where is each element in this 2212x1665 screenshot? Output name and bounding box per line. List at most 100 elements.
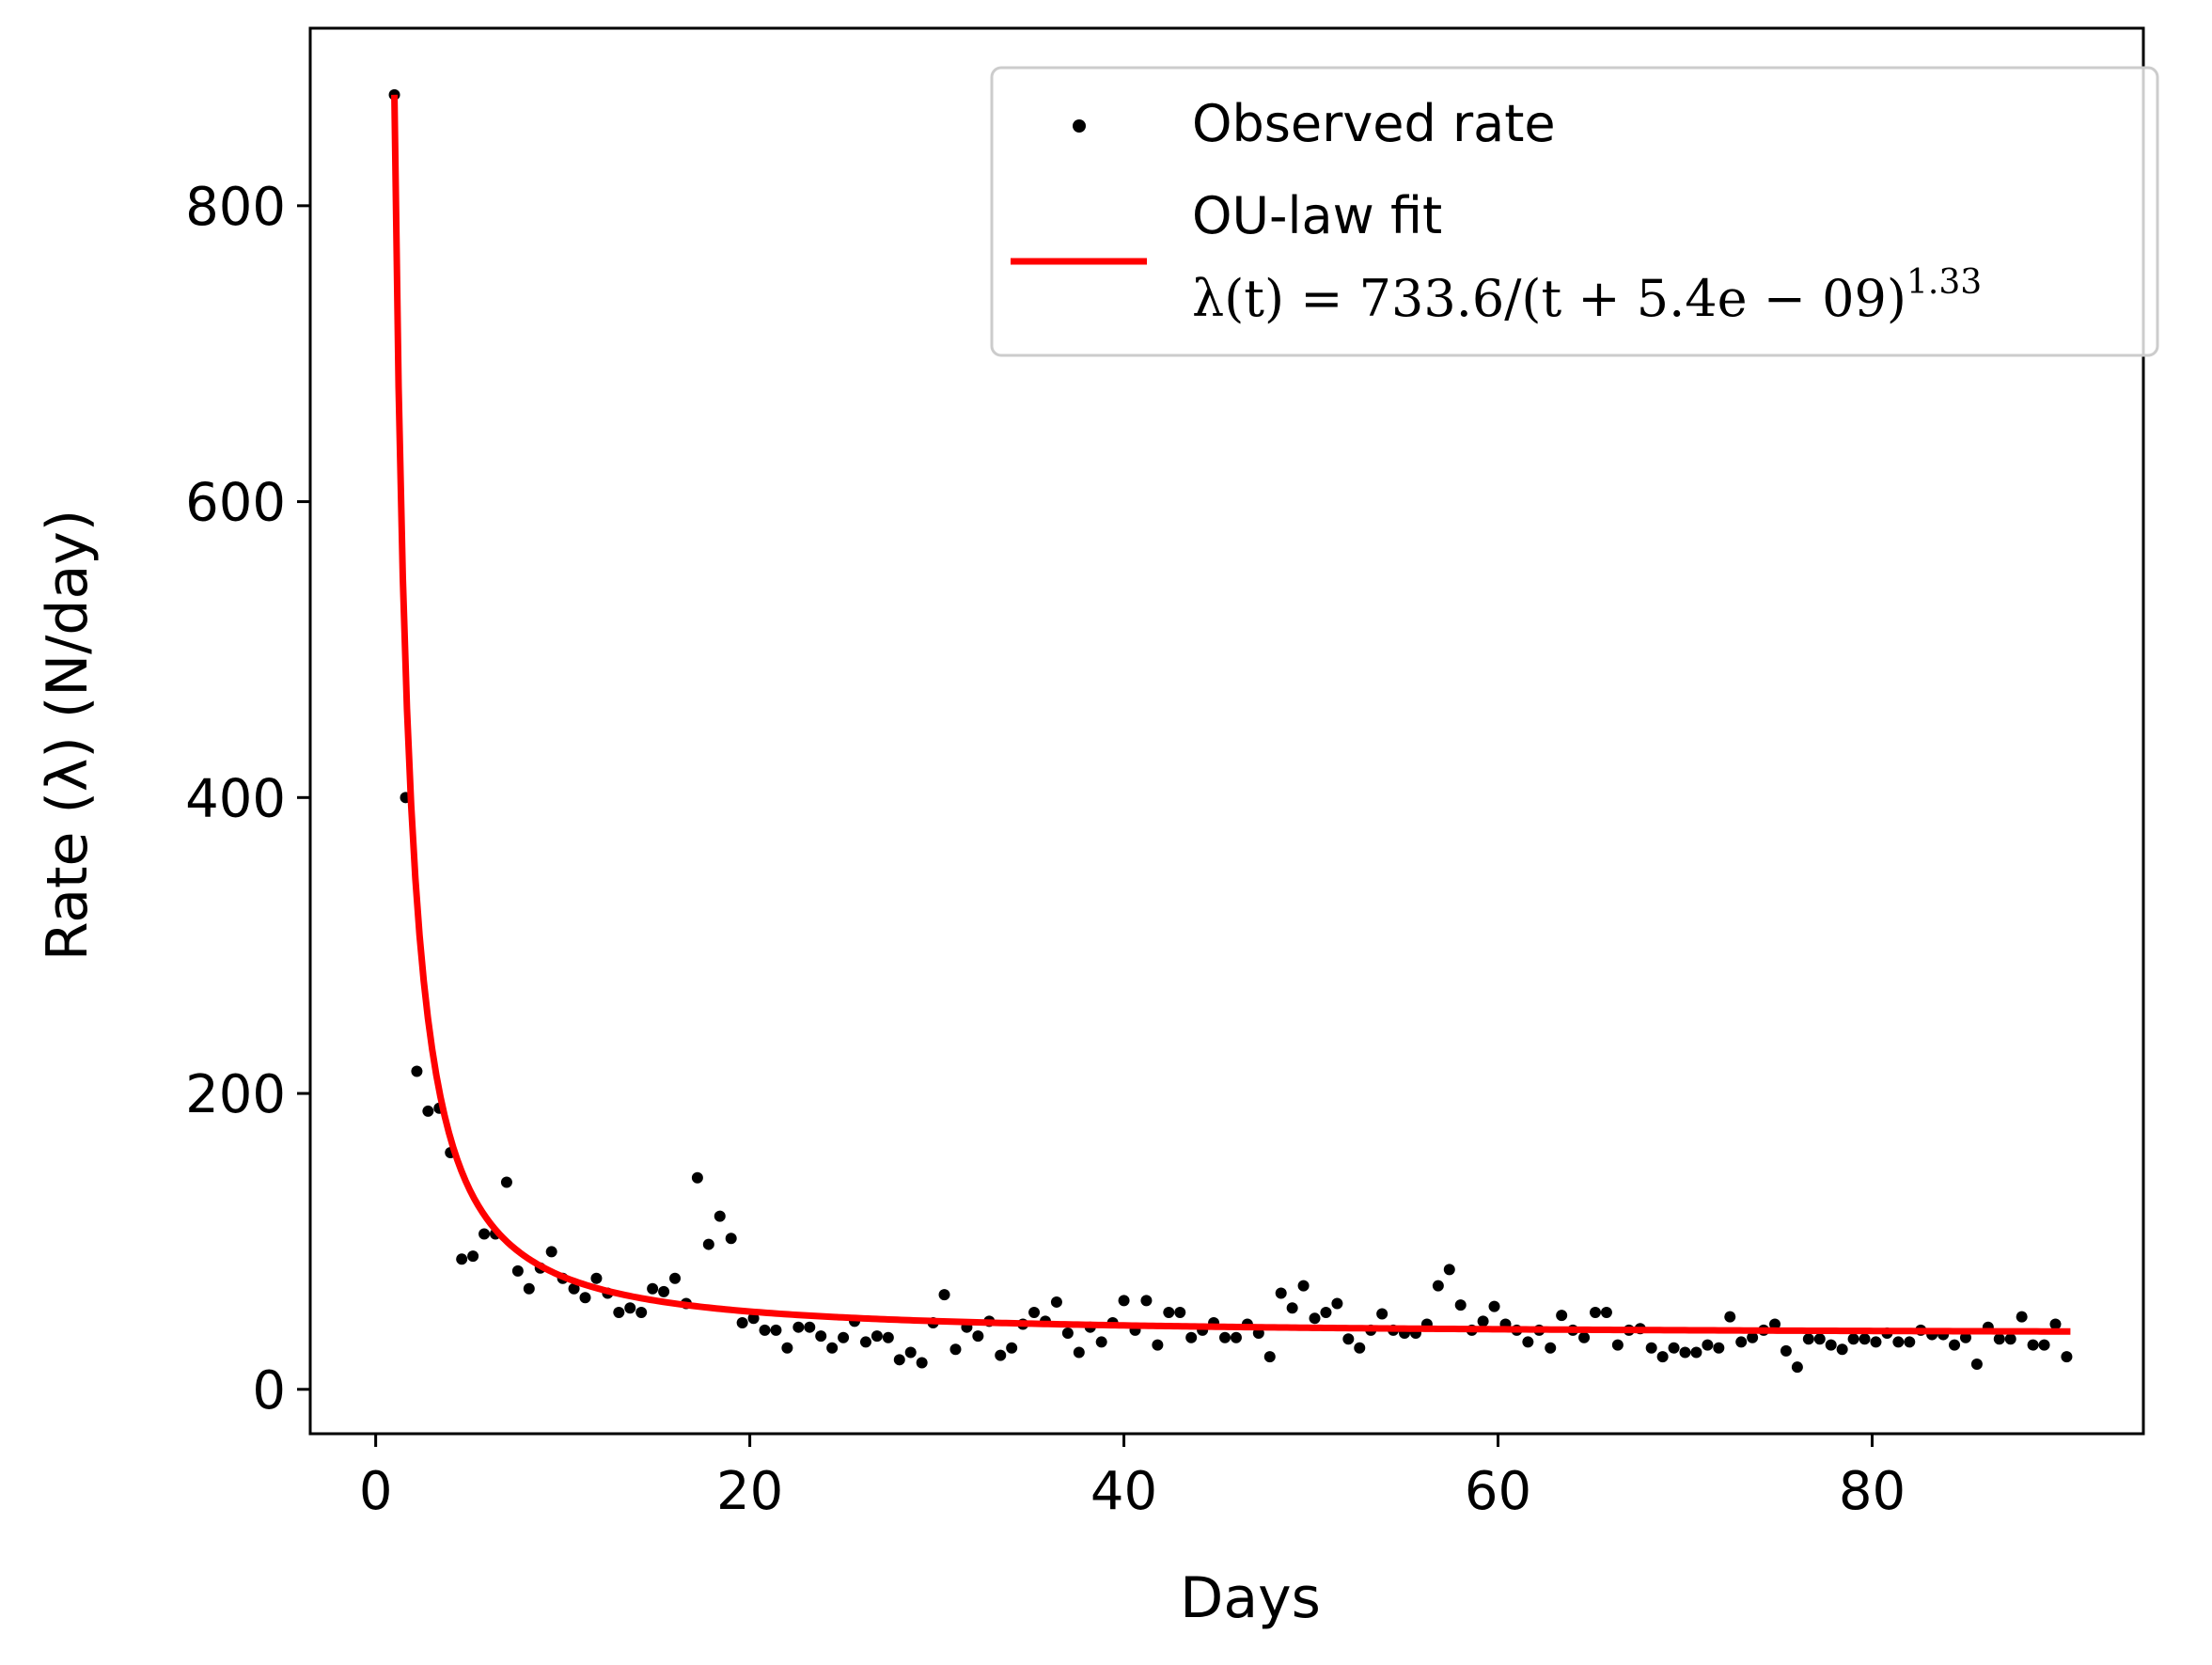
scatter-point: [658, 1285, 670, 1297]
scatter-point: [1522, 1336, 1534, 1348]
scatter-point: [1006, 1342, 1018, 1354]
scatter-point: [949, 1343, 962, 1356]
scatter-point: [579, 1292, 591, 1304]
scatter-point: [1488, 1300, 1500, 1312]
scatter-point: [1342, 1333, 1355, 1345]
scatter-point: [882, 1331, 894, 1343]
scatter-point: [613, 1306, 625, 1318]
scatter-point: [456, 1253, 468, 1265]
scatter-point: [1747, 1331, 1759, 1343]
y-axis-title: Rate (λ) (N/day): [35, 510, 101, 961]
y-tick-label: 800: [185, 177, 286, 238]
y-tick-label: 400: [185, 768, 286, 829]
y-tick-label: 200: [185, 1064, 286, 1125]
scatter-point: [702, 1238, 714, 1250]
scatter-point: [1185, 1331, 1198, 1343]
scatter-point: [523, 1282, 535, 1295]
y-tick-label: 600: [185, 473, 286, 534]
scatter-point: [1320, 1306, 1332, 1318]
scatter-point: [1836, 1343, 1848, 1356]
x-tick-label: 0: [359, 1461, 393, 1522]
legend-fit-label: OU-law fit: [1192, 186, 1442, 245]
scatter-point: [1163, 1306, 1175, 1318]
scatter-point: [804, 1321, 816, 1333]
scatter-point: [1993, 1333, 2005, 1345]
scatter-point: [1376, 1308, 1388, 1320]
scatter-point: [1802, 1333, 1814, 1345]
scatter-point: [1735, 1336, 1748, 1348]
scatter-point: [1095, 1336, 1107, 1348]
scatter-point: [1656, 1351, 1669, 1363]
scatter-point: [781, 1342, 793, 1354]
scatter-point: [1140, 1295, 1153, 1307]
scatter-point: [2061, 1351, 2073, 1363]
scatter-point: [1432, 1280, 1444, 1292]
legend-scatter-label: Observed rate: [1192, 94, 1556, 153]
scatter-point: [972, 1330, 984, 1343]
scatter-point: [904, 1346, 917, 1359]
scatter-point: [1219, 1331, 1232, 1343]
scatter-point: [1354, 1342, 1366, 1354]
scatter-point: [747, 1312, 760, 1325]
scatter-point: [1263, 1351, 1276, 1363]
scatter-point: [1769, 1318, 1781, 1330]
scatter-point: [725, 1233, 737, 1245]
scatter-point: [511, 1264, 524, 1277]
scatter-point: [1813, 1333, 1826, 1345]
x-tick-label: 40: [1090, 1461, 1157, 1522]
scatter-point: [647, 1282, 659, 1295]
scatter-point: [2038, 1339, 2050, 1351]
scatter-point: [1611, 1339, 1624, 1351]
scatter-point: [1443, 1264, 1455, 1276]
scatter-point: [1454, 1299, 1467, 1312]
scatter-point: [1870, 1336, 1882, 1348]
scatter-point: [422, 1105, 434, 1117]
scatter-point: [1578, 1331, 1591, 1343]
scatter-point: [1556, 1310, 1568, 1322]
scatter-point: [792, 1321, 805, 1333]
scatter-point: [1713, 1342, 1725, 1354]
scatter-point: [1061, 1327, 1074, 1339]
legend-box: [990, 66, 2159, 357]
scatter-point: [1073, 1346, 1085, 1359]
scatter-point: [590, 1272, 603, 1284]
scatter-point: [815, 1330, 827, 1343]
scatter-point: [1286, 1302, 1298, 1314]
scatter-point: [467, 1250, 479, 1263]
scatter-point: [1545, 1342, 1557, 1354]
scatter-point: [2049, 1318, 2062, 1330]
y-tick-label: 0: [252, 1360, 286, 1422]
scatter-point: [714, 1210, 726, 1222]
scatter-point: [1970, 1359, 1983, 1371]
scatter-point: [1724, 1311, 1736, 1323]
scatter-point: [859, 1336, 871, 1348]
scatter-point: [1892, 1336, 1905, 1348]
axes-frame: [308, 26, 2145, 1436]
scatter-point: [691, 1171, 703, 1184]
scatter-point: [1702, 1339, 1714, 1351]
scatter-point: [1679, 1346, 1691, 1359]
fit-curve: [391, 94, 2071, 1335]
scatter-point: [2004, 1333, 2016, 1345]
scatter-point: [411, 1065, 423, 1077]
scatter-point: [1949, 1339, 1961, 1351]
legend: Observed rate OU-law fit λ(t) = 733.6/(t…: [990, 66, 2159, 357]
scatter-point: [893, 1354, 905, 1366]
scatter-point: [1050, 1296, 1062, 1308]
scatter-point: [2027, 1339, 2039, 1351]
scatter-point: [1477, 1315, 1489, 1327]
x-axis-title: Days: [1180, 1565, 1321, 1631]
scatter-point: [1331, 1297, 1343, 1310]
scatter-point: [1847, 1333, 1859, 1345]
scatter-point: [545, 1246, 557, 1258]
scatter-point: [1600, 1306, 1612, 1318]
scatter-point: [1690, 1346, 1702, 1359]
plot-area: [388, 88, 2073, 1374]
scatter-point: [1297, 1280, 1310, 1292]
scatter-point: [826, 1342, 839, 1354]
scatter-point: [1309, 1312, 1321, 1325]
scatter-point: [1028, 1306, 1041, 1318]
scatter-point: [1118, 1295, 1130, 1307]
x-tick-label: 20: [716, 1461, 783, 1522]
